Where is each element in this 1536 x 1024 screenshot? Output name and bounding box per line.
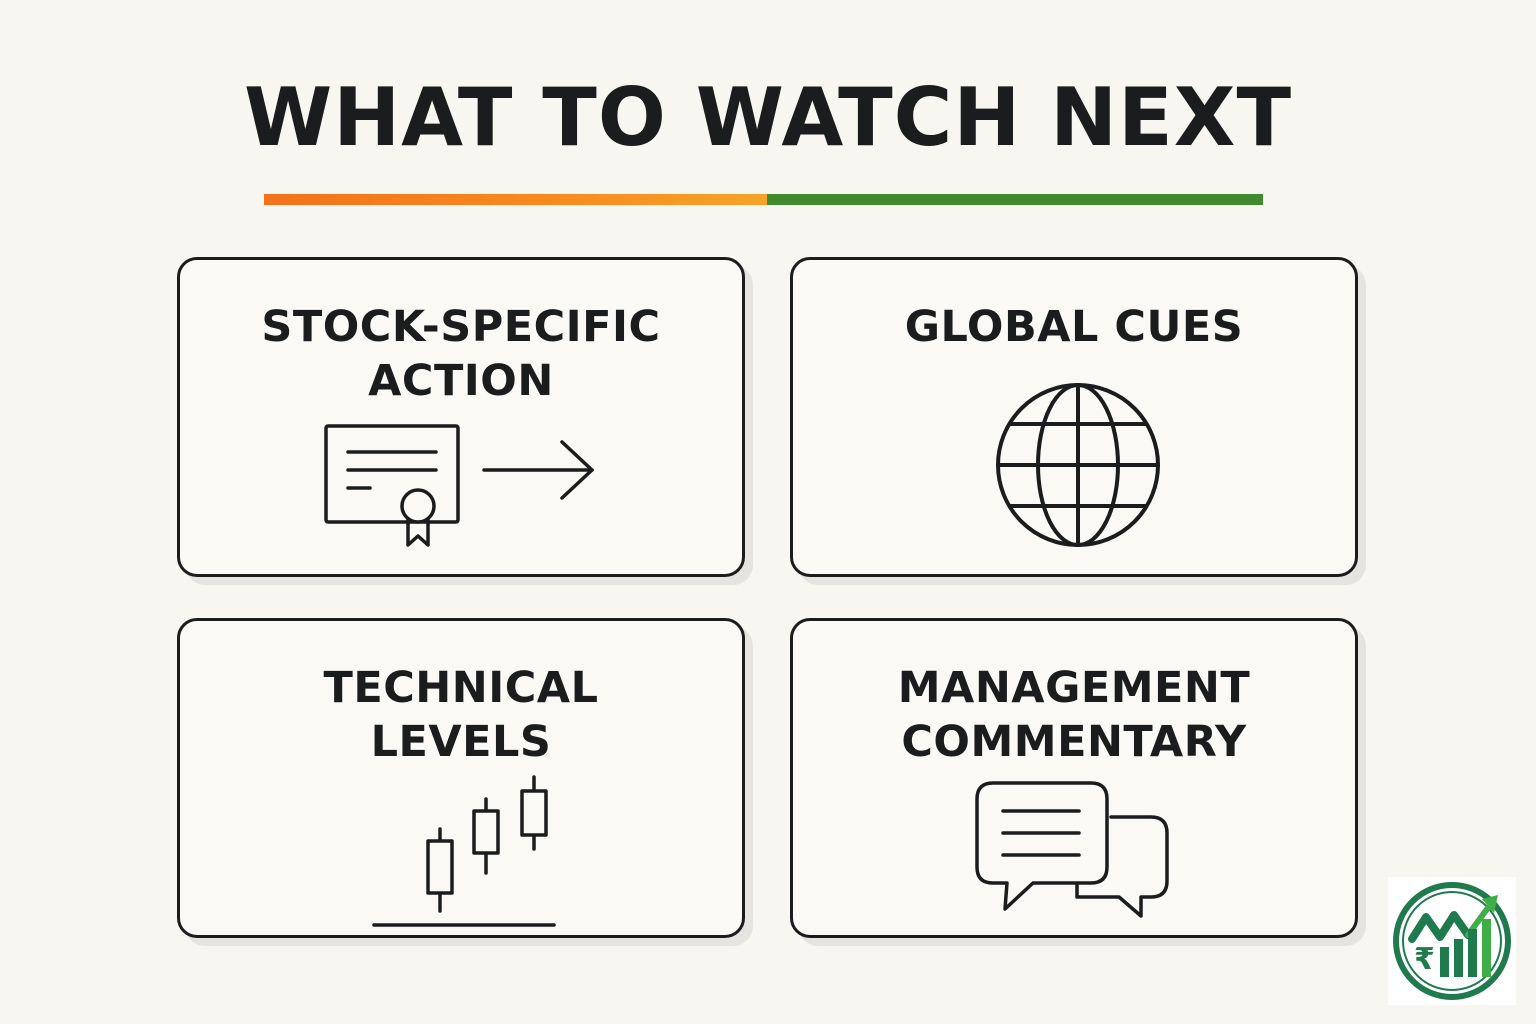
card-title-line: MANAGEMENT [897,663,1251,713]
card-title: STOCK-SPECIFIC ACTION [180,300,742,408]
brand-logo-icon: ₹ [1393,882,1511,1000]
svg-text:₹: ₹ [1414,942,1435,977]
chat-bubbles-icon [975,781,1169,918]
title-divider [264,194,1263,205]
card-title-line: ACTION [368,356,554,406]
card-title: MANAGEMENT COMMENTARY [793,661,1355,769]
certificate-icon [324,424,460,547]
card-title-line: TECHNICAL [323,663,599,713]
card-title-line: STOCK-SPECIFIC [261,302,661,352]
card-management-commentary: MANAGEMENT COMMENTARY [790,618,1358,938]
card-title: GLOBAL CUES [793,300,1355,354]
globe-icon [996,383,1160,547]
card-title: TECHNICAL LEVELS [180,661,742,769]
card-technical-levels: TECHNICAL LEVELS [177,618,745,938]
candlestick-icon [372,775,556,927]
card-title-line: COMMENTARY [901,717,1247,767]
divider-green-segment [767,194,1263,205]
card-stock-specific-action: STOCK-SPECIFIC ACTION [177,257,745,577]
brand-logo: ₹ [1388,877,1516,1005]
card-title-line: LEVELS [370,717,552,767]
divider-orange-segment [264,194,767,205]
arrow-right-icon [482,440,594,500]
card-global-cues: GLOBAL CUES [790,257,1358,577]
page-title: WHAT TO WATCH NEXT [243,71,1293,164]
card-title-line: GLOBAL CUES [904,302,1244,352]
